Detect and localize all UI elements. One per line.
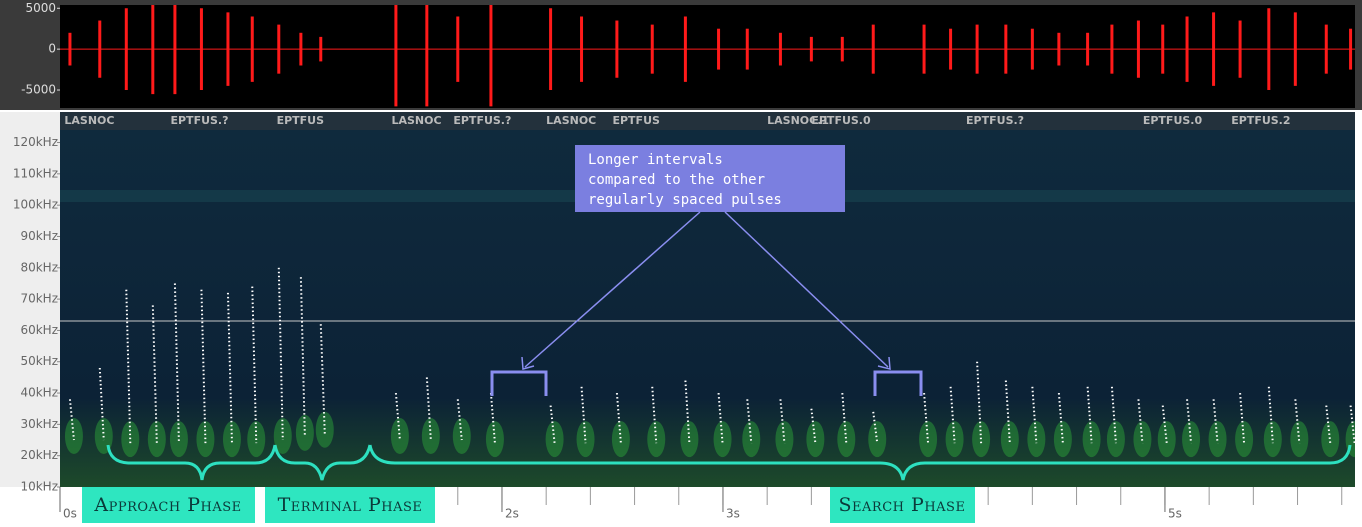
pulse-glow: [714, 421, 732, 457]
species-label: EPTFUS.?: [966, 114, 1024, 127]
species-label: EPTFUS.?: [170, 114, 228, 127]
x-tick-label: 5s: [1168, 507, 1182, 521]
pulse-glow: [1235, 421, 1253, 457]
y-tick-label: 70kHz: [20, 292, 58, 306]
pulse-glow: [680, 421, 698, 457]
y-tick-label: 110kHz: [13, 166, 58, 180]
pulse-glow: [296, 415, 314, 451]
phase-label: Terminal Phase: [278, 494, 423, 516]
y-tick-label: -5000: [21, 83, 56, 97]
y-tick-label: 40kHz: [20, 386, 58, 400]
y-tick-label: 100kHz: [13, 198, 58, 212]
species-label: EPTFUS: [612, 114, 660, 127]
pulse-glow: [806, 421, 824, 457]
pulse-glow: [422, 418, 440, 454]
waveform-panel: [60, 5, 1355, 108]
pulse-glow: [391, 418, 409, 454]
species-label: LASNOC: [546, 114, 596, 127]
y-tick-label: 60kHz: [20, 323, 58, 337]
pulse-glow: [1001, 421, 1019, 457]
pulse-glow: [612, 421, 630, 457]
x-tick-label: 2s: [505, 507, 519, 521]
species-label: LASNOC: [64, 114, 114, 127]
species-label: EPTFUS.?: [453, 114, 511, 127]
pulse-glow: [1158, 421, 1176, 457]
pulse-glow: [1321, 421, 1339, 457]
pulse-glow: [546, 421, 564, 457]
pulse-glow: [868, 421, 886, 457]
callout-text: Longer intervals: [588, 152, 723, 168]
pulse-glow: [837, 421, 855, 457]
pulse-glow: [1054, 421, 1072, 457]
y-tick-label: 50kHz: [20, 354, 58, 368]
y-tick-label: 10kHz: [20, 480, 58, 494]
phase-label: Search Phase: [839, 494, 966, 516]
phase-labels: Approach Phase Terminal Phase Search Pha…: [82, 487, 975, 523]
y-tick-label: 30kHz: [20, 417, 58, 431]
species-label: EPTFUS: [277, 114, 325, 127]
y-tick-label: 80kHz: [20, 260, 58, 274]
phase-label: Approach Phase: [93, 494, 241, 516]
pulse-glow: [170, 421, 188, 457]
y-tick-label: 120kHz: [13, 135, 58, 149]
y-tick-label: 20kHz: [20, 448, 58, 462]
y-tick-label: 5000: [25, 1, 56, 15]
pulse-glow: [486, 421, 504, 457]
pulse-glow: [223, 421, 241, 457]
species-label: EPTFUS.2: [1231, 114, 1290, 127]
y-tick-label: 0: [48, 42, 56, 56]
callout-text: compared to the other: [588, 172, 765, 188]
x-tick-label: 3s: [726, 507, 740, 521]
screen: 5000 0 -5000 10kHz 20kHz 30kHz 40kHz 50kHz 60kHz…: [0, 0, 1362, 523]
species-label: LASNOC: [391, 114, 441, 127]
species-label: EPTFUS.0: [1143, 114, 1203, 127]
pulse-glow: [919, 421, 937, 457]
callout-text: regularly spaced pulses: [588, 192, 782, 208]
y-tick-label: 90kHz: [20, 229, 58, 243]
species-label: EPTFUS.0: [811, 114, 871, 127]
x-tick-label: 0s: [63, 507, 77, 521]
